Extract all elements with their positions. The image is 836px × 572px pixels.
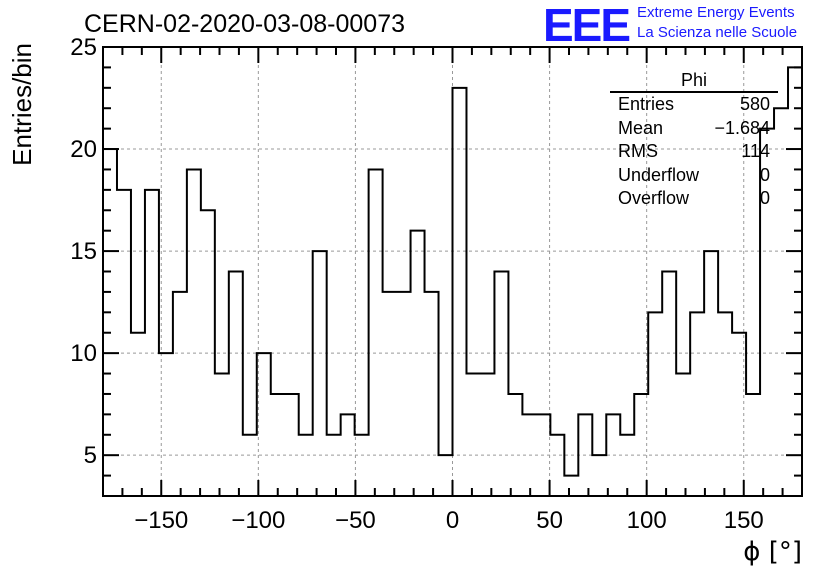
x-tick-label: 150 xyxy=(724,507,764,534)
tick-labels: −150 −100 −50 0 50 100 150 5 10 15 20 25 xyxy=(70,34,763,534)
histogram-bin xyxy=(369,169,383,496)
stats-label: RMS xyxy=(618,141,658,161)
histogram-bin xyxy=(550,435,564,496)
histogram-bin xyxy=(564,476,578,496)
y-tick-label: 5 xyxy=(84,442,97,469)
histogram-bin xyxy=(327,435,341,496)
stats-row-overflow: Overflow 0 xyxy=(610,187,778,211)
histogram-bin xyxy=(145,190,159,496)
histogram-bin xyxy=(397,292,411,496)
histogram-bin xyxy=(480,374,494,496)
histogram-bin xyxy=(117,190,131,496)
histogram-bin xyxy=(201,210,215,496)
x-axis-label: ϕ [°] xyxy=(743,537,802,567)
y-tick-label: 20 xyxy=(70,136,97,163)
histogram-bin xyxy=(578,414,592,496)
histogram-bin xyxy=(173,292,187,496)
histogram-bin xyxy=(508,394,522,496)
logo-subtitle-line2: La Scienza nelle Scuole xyxy=(637,24,798,41)
eee-logo-mark: EEE xyxy=(543,0,631,51)
histogram-bin xyxy=(313,251,327,496)
logo-subtitle-line1: Extreme Energy Events xyxy=(637,4,795,21)
histogram-bin xyxy=(718,312,732,496)
stats-box: Phi Entries 580 Mean −1.684 RMS 114 Unde… xyxy=(610,70,778,211)
histogram-bin xyxy=(299,435,313,496)
stats-label: Entries xyxy=(618,94,675,114)
histogram-bin xyxy=(648,312,662,496)
histogram-bin xyxy=(676,374,690,496)
histogram-bin xyxy=(215,374,229,496)
histogram-bin xyxy=(522,414,536,496)
histogram-bin xyxy=(257,353,271,496)
stats-value: 580 xyxy=(739,94,770,114)
histogram-bin xyxy=(271,394,285,496)
histogram-bin xyxy=(690,312,704,496)
stats-label: Mean xyxy=(618,117,664,138)
histogram-bin xyxy=(592,455,606,496)
y-tick-label: 15 xyxy=(70,238,97,265)
histogram-bin xyxy=(243,435,257,496)
axis-ticks xyxy=(103,46,802,496)
stats-label: Overflow xyxy=(618,188,690,208)
histogram-bin xyxy=(229,272,243,497)
chart-title: CERN-02-2020-03-08-00073 xyxy=(84,10,406,38)
stats-value: 0 xyxy=(759,164,770,185)
histogram-bin xyxy=(131,333,145,496)
x-tick-label: −100 xyxy=(231,507,285,534)
histogram-bin xyxy=(466,374,480,496)
histogram-bin xyxy=(620,435,634,496)
histogram-bin xyxy=(341,414,355,496)
histogram-bin xyxy=(103,149,117,496)
histogram-bin xyxy=(383,292,397,496)
y-tick-label: 25 xyxy=(70,34,97,61)
x-tick-label: 50 xyxy=(536,507,563,534)
histogram-bars xyxy=(103,66,802,497)
x-tick-label: 100 xyxy=(627,507,667,534)
histogram-bin xyxy=(159,353,173,496)
stats-value: −1.684 xyxy=(714,117,770,138)
histogram-bin xyxy=(187,169,201,496)
stats-row-entries: Entries 580 xyxy=(610,93,778,117)
stats-row-mean: Mean −1.684 xyxy=(610,117,778,141)
y-axis-label: Entries/bin xyxy=(7,43,37,166)
x-tick-label: −150 xyxy=(134,507,188,534)
histogram-step-line xyxy=(103,66,802,477)
stats-value: 0 xyxy=(759,188,770,208)
stats-row-rms: RMS 114 xyxy=(610,140,778,164)
stats-title: Phi xyxy=(610,70,778,93)
histogram-bin xyxy=(788,67,802,496)
histogram-bin xyxy=(704,251,718,496)
histogram-bin xyxy=(536,414,550,496)
histogram-bin xyxy=(285,394,299,496)
y-tick-label: 10 xyxy=(70,340,97,367)
stats-label: Underflow xyxy=(618,164,700,185)
histogram-bin xyxy=(411,231,425,496)
histogram-bin xyxy=(439,455,453,496)
histogram-bin xyxy=(732,333,746,496)
x-tick-label: 0 xyxy=(446,507,459,534)
histogram-bin xyxy=(606,414,620,496)
histogram-bin xyxy=(425,292,439,496)
histogram-bin xyxy=(453,88,467,496)
x-tick-label: −50 xyxy=(335,507,376,534)
histogram-bin xyxy=(662,272,676,497)
stats-row-underflow: Underflow 0 xyxy=(610,164,778,188)
histogram-bin xyxy=(355,435,369,496)
stats-value: 114 xyxy=(741,141,770,161)
histogram-bin xyxy=(746,394,760,496)
histogram-bin xyxy=(494,272,508,497)
